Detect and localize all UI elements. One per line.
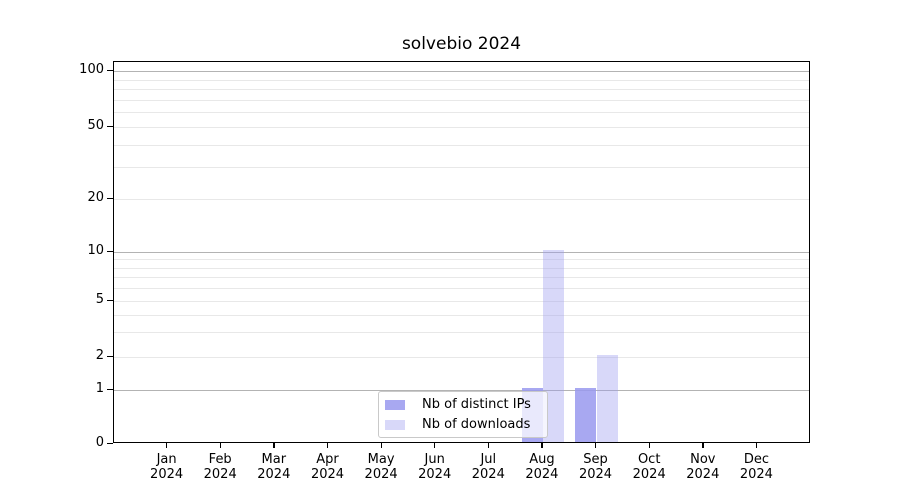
gridline-minor	[114, 127, 809, 128]
gridline-minor	[114, 301, 809, 302]
y-axis-tick-label: 1	[95, 381, 104, 396]
x-tick-month: Jun	[424, 452, 445, 467]
x-tick-month: Dec	[743, 452, 769, 467]
gridline-minor	[114, 267, 809, 269]
bar-downloads	[542, 250, 565, 442]
x-axis-tick-label: Nov 2024	[675, 452, 731, 482]
legend-item: Nb of distinct IPs	[385, 396, 541, 413]
x-tick-mark	[166, 443, 168, 448]
gridline-minor	[114, 99, 809, 101]
x-axis-tick-label: Sep 2024	[568, 452, 624, 482]
gridline-minor	[114, 79, 809, 81]
y-axis-tick-label: 20	[87, 190, 104, 205]
y-axis-tick-label: 2	[95, 348, 104, 363]
gridline-minor	[114, 277, 809, 279]
y-tick-mark	[107, 69, 113, 71]
x-axis-tick-label: May 2024	[353, 452, 409, 482]
x-tick-mark	[595, 443, 597, 448]
y-axis-tick-label: 10	[87, 243, 104, 258]
gridline-minor	[114, 112, 809, 114]
x-tick-month: Jan	[156, 452, 177, 467]
x-tick-year: 2024	[471, 467, 505, 482]
gridline-major	[114, 252, 809, 253]
y-tick-mark	[107, 355, 113, 357]
gridline-minor	[114, 167, 809, 169]
legend-swatch-downloads	[385, 419, 405, 430]
x-axis-tick-label: Dec 2024	[728, 452, 784, 482]
x-tick-mark	[380, 443, 382, 448]
legend: Nb of distinct IPs Nb of downloads	[378, 391, 548, 438]
x-tick-mark	[434, 443, 436, 448]
x-tick-mark	[487, 443, 490, 448]
chart-title: solvebio 2024	[401, 34, 522, 54]
x-axis-tick-label: Oct 2024	[621, 452, 677, 482]
x-axis-tick-label: Feb 2024	[192, 452, 248, 482]
bar-downloads	[596, 355, 618, 442]
x-tick-month: Aug	[529, 452, 555, 467]
gridline-major	[114, 71, 809, 72]
x-tick-year: 2024	[686, 467, 720, 482]
x-tick-month: Oct	[637, 452, 661, 467]
y-tick-mark	[107, 388, 113, 390]
x-tick-year: 2024	[525, 467, 559, 482]
y-axis-tick-label: 5	[95, 292, 104, 307]
legend-label: Nb of downloads	[422, 417, 531, 432]
y-tick-mark	[107, 125, 113, 127]
x-axis-tick-label: Mar 2024	[246, 452, 302, 482]
x-tick-month: Feb	[208, 452, 232, 467]
legend-item: Nb of downloads	[385, 416, 541, 433]
x-tick-year: 2024	[150, 467, 184, 482]
legend-swatch-distinct-ips	[385, 399, 405, 410]
gridline-minor	[114, 332, 809, 334]
legend-label: Nb of distinct IPs	[422, 397, 531, 412]
x-tick-year: 2024	[578, 467, 613, 482]
x-axis-tick-label: Jan 2024	[139, 452, 195, 482]
y-axis-tick-label: 100	[79, 62, 104, 77]
x-axis-tick-label: Jun 2024	[407, 452, 463, 482]
x-axis-tick-label: Apr 2024	[300, 452, 356, 482]
y-axis-tick-label: 0	[95, 435, 104, 450]
gridline-minor	[114, 89, 809, 90]
x-tick-year: 2024	[257, 467, 291, 482]
x-axis-tick-label: Aug 2024	[514, 452, 570, 482]
gridline-major	[114, 390, 809, 391]
y-axis-tick-label: 50	[87, 118, 104, 133]
gridline-minor	[114, 144, 809, 146]
x-tick-year: 2024	[203, 467, 237, 482]
y-tick-mark	[107, 250, 113, 252]
x-tick-month: Sep	[583, 452, 608, 467]
x-tick-month: Nov	[690, 452, 716, 467]
x-tick-year: 2024	[418, 467, 452, 482]
x-tick-month: Mar	[261, 452, 287, 467]
gridline-minor	[114, 259, 809, 261]
x-tick-mark	[702, 443, 704, 448]
x-tick-mark	[541, 443, 543, 448]
x-tick-year: 2024	[632, 467, 666, 482]
gridline-minor	[114, 288, 809, 290]
y-tick-mark	[107, 299, 113, 301]
x-tick-month: Apr	[316, 452, 339, 467]
x-tick-month: Jul	[480, 452, 497, 467]
x-tick-year: 2024	[739, 467, 773, 482]
x-tick-mark	[273, 443, 275, 448]
x-tick-mark	[219, 443, 221, 448]
plot-area	[113, 61, 810, 443]
bar-distinct-ips	[575, 388, 597, 442]
y-tick-mark	[107, 442, 113, 444]
x-tick-year: 2024	[310, 467, 345, 482]
x-tick-year: 2024	[364, 467, 398, 482]
x-tick-mark	[648, 443, 650, 448]
y-tick-mark	[107, 197, 113, 199]
gridline-minor	[114, 357, 809, 358]
gridline-minor	[114, 314, 809, 316]
x-tick-month: May	[367, 452, 395, 467]
x-tick-mark	[755, 443, 758, 448]
x-tick-mark	[327, 443, 329, 448]
gridline-minor	[114, 199, 809, 200]
x-axis-tick-label: Jul 2024	[460, 452, 516, 482]
